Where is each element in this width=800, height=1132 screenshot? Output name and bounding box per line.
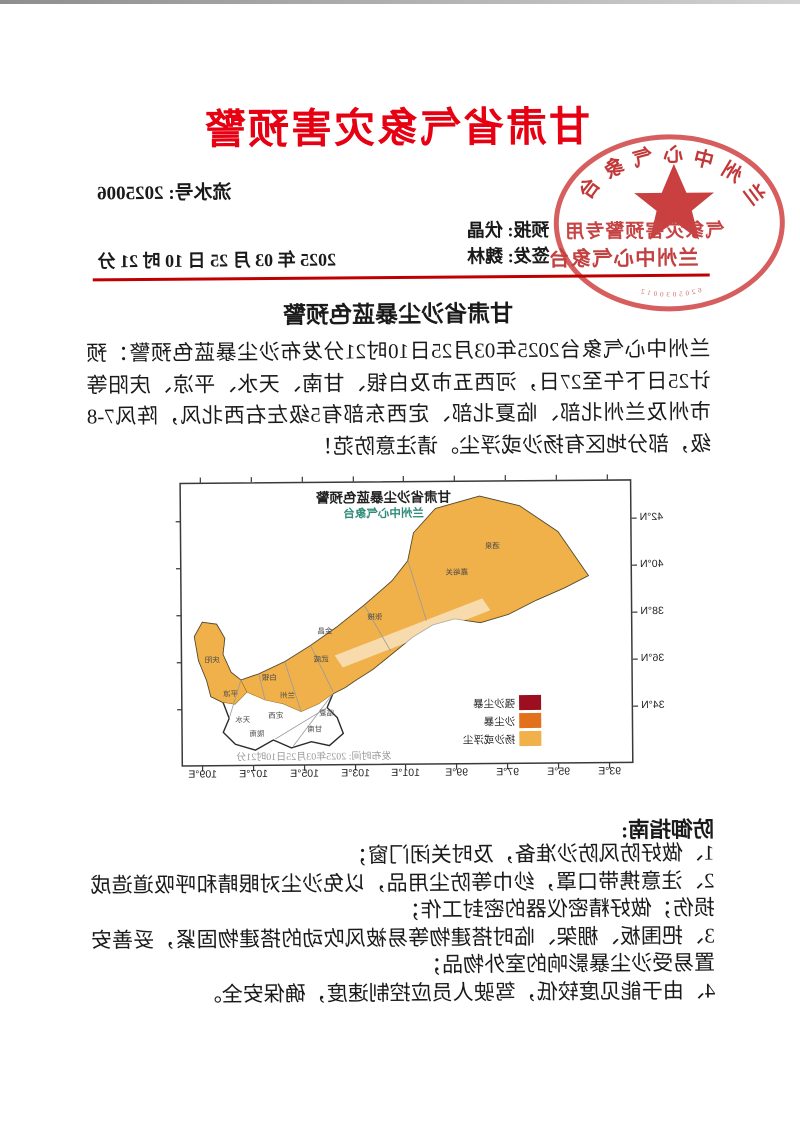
lon-tick-label: 95°E (547, 765, 571, 778)
lat-tick-label: 36°N (640, 651, 665, 665)
stamp-star-icon (634, 163, 714, 241)
stamp-ring (553, 134, 785, 312)
city-label: 张掖 (367, 611, 383, 621)
city-label: 定西 (268, 710, 284, 720)
map-plot-area: 酒泉 嘉峪关 张掖 金昌 武威 白银 兰州 临夏 定西 甘南 陇南 天水 平凉 … (175, 474, 639, 772)
stamp-overlay-line1: 气象灾害预警专用 (564, 220, 725, 243)
lon-tick-label: 93°E (598, 765, 622, 778)
lon-tick-label: 101°E (391, 766, 421, 780)
guide-item: 4、由于能见度较低，驾驶人员应控制速度，确保安全。 (200, 978, 716, 1007)
legend-swatch-severe (519, 694, 542, 711)
issue-datetime: 2025 年 03 月 25 日 10 时 21 分 (97, 249, 337, 272)
lat-tick-label: 42°N (639, 510, 664, 524)
lon-tick-label: 99°E (445, 766, 469, 779)
lon-tick-label: 97°E (496, 766, 520, 779)
city-label: 嘉峪关 (445, 566, 468, 576)
city-label: 金昌 (317, 626, 332, 636)
legend-label: 扬沙或浮尘 (462, 733, 515, 746)
guide-item: 3、把围板、棚架、临时搭建物等易被风吹动的搭建物固紧，妥善安置易受沙尘暴影响的室… (90, 923, 716, 977)
city-label: 庆阳 (205, 654, 220, 664)
map-subtitle: 兰州中心气象台 (343, 506, 424, 521)
lat-tick-label: 40°N (639, 557, 664, 571)
advisory-region-east (194, 622, 248, 705)
map-legend: 强沙尘暴 沙尘暴 扬沙或浮尘 (462, 694, 542, 747)
legend-swatch-blowing (519, 730, 542, 747)
prefecture-borders (228, 560, 427, 747)
guide-list: 1、做好防风防沙准备，及时关闭门窗； 2、注意携带口罩，纱巾等防尘用品，以免沙尘… (90, 840, 715, 1010)
scan-edge-artifact (0, 0, 800, 4)
pale-band (334, 598, 491, 668)
city-label: 天水 (235, 714, 251, 724)
city-label: 白银 (261, 672, 277, 682)
city-label: 陇南 (249, 728, 265, 738)
city-label: 酒泉 (484, 540, 500, 550)
city-label: 平凉 (222, 688, 238, 698)
legend-label: 沙尘暴 (483, 716, 515, 728)
warning-body: 兰州中心气象台2025年03月25日10时21分发布沙尘暴蓝色预警：预计25日下… (86, 336, 712, 459)
warning-map: 酒泉 嘉峪关 张掖 金昌 武威 白银 兰州 临夏 定西 甘南 陇南 天水 平凉 … (175, 474, 639, 772)
city-label: 兰州 (280, 690, 295, 700)
city-labels: 酒泉 嘉峪关 张掖 金昌 武威 白银 兰州 临夏 定西 甘南 陇南 天水 平凉 … (205, 540, 500, 738)
lon-tick-label: 107°E (239, 768, 269, 781)
warning-heading: 甘肃省沙尘暴蓝色预警 (282, 301, 514, 328)
map-issue-note: 发布时间: 2025年03月25日10时21分 (236, 749, 391, 763)
guide-item: 1、做好防风防沙准备，及时关闭门窗； (346, 840, 715, 868)
legend-label: 强沙尘暴 (473, 698, 516, 710)
city-label: 临夏 (319, 708, 335, 718)
serial-number: 流水号: 2025006 (96, 182, 232, 205)
axis-ticks (175, 474, 639, 772)
lon-tick-label: 103°E (341, 767, 371, 780)
legend-swatch-sandstorm (519, 712, 542, 729)
stamp-overlay-line2: 兰州中心气象台 (548, 247, 699, 271)
lat-tick-label: 38°N (640, 604, 664, 618)
city-label: 武威 (313, 654, 329, 664)
city-label: 甘南 (307, 724, 323, 734)
official-stamp: 兰州中心气象台 6205030012 (553, 134, 785, 312)
guide-item: 2、注意携带口罩，纱巾等防尘用品，以免沙尘对眼睛和呼吸道造成损伤；做好精密仪器的… (90, 868, 715, 923)
map-title: 甘肃省沙尘暴蓝色预警 (315, 489, 451, 506)
lat-tick-label: 34°N (641, 698, 665, 712)
lon-tick-label: 105°E (290, 767, 320, 780)
lon-tick-label: 109°E (188, 768, 218, 781)
